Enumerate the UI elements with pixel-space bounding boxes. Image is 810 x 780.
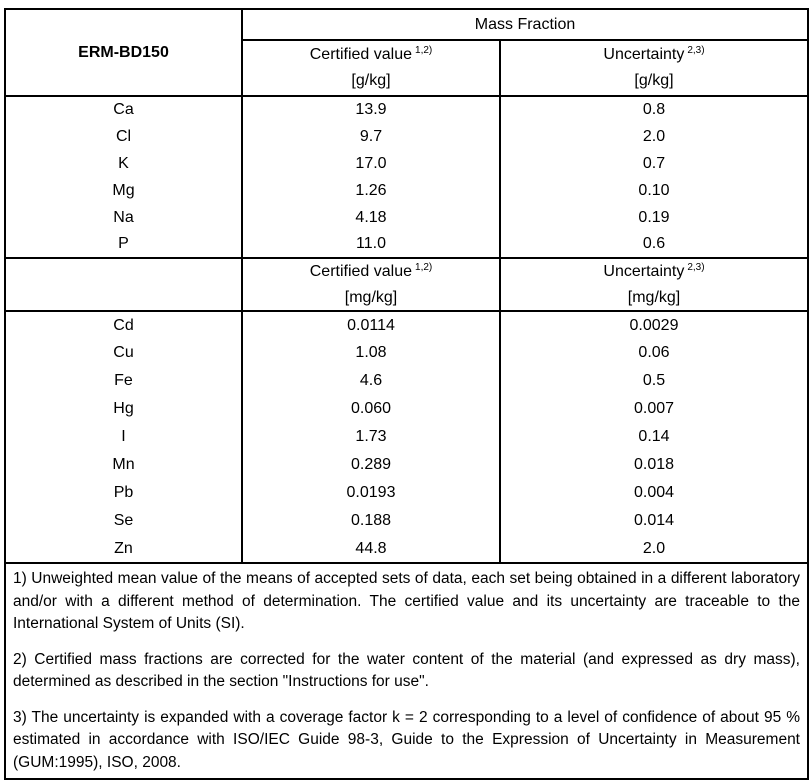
table-row: I 1.73 0.14: [5, 423, 808, 451]
table-row: P 11.0 0.6: [5, 231, 808, 258]
footnote-2: 2) Certified mass fractions are correcte…: [13, 650, 800, 691]
element-symbol: I: [121, 428, 126, 445]
element-symbol: Cu: [113, 344, 134, 361]
table-row: Fe 4.6 0.5: [5, 367, 808, 395]
table-row: Mg 1.26 0.10: [5, 177, 808, 204]
uncertainty-value: 0.007: [499, 395, 808, 423]
element-symbol: Mn: [112, 456, 135, 473]
certified-value: 0.0193: [241, 479, 500, 507]
footnotes-cell: 1) Unweighted mean value of the means of…: [5, 562, 808, 779]
uncertainty-value: 0.8: [499, 96, 808, 123]
element-symbol: K: [118, 154, 129, 172]
footnote-ref-12: 1,2): [415, 261, 433, 273]
table-row: K 17.0 0.7: [5, 150, 808, 177]
uncertainty-value: 0.0029: [499, 311, 808, 339]
element-symbol: Cd: [113, 316, 134, 334]
element-symbol: Ca: [113, 101, 134, 118]
certified-value: 11.0: [241, 231, 500, 258]
uncertainty-value: 0.7: [499, 150, 808, 177]
certified-value-gkg-header: Certified value 1,2) [g/kg]: [241, 40, 500, 97]
certified-value: 17.0: [241, 150, 500, 177]
uncertainty-unit: [mg/kg]: [627, 288, 681, 306]
element-symbol: Hg: [113, 400, 134, 417]
certified-value: 1.26: [241, 177, 500, 204]
uncertainty-value: 0.06: [499, 339, 808, 367]
uncertainty-label: Uncertainty 2,3): [603, 45, 705, 63]
certified-value: 13.9: [241, 96, 500, 123]
certified-value: 1.08: [241, 339, 500, 367]
table-row: Cd 0.0114 0.0029: [5, 311, 808, 339]
element-symbol: Se: [113, 512, 134, 529]
certified-value: 0.060: [241, 395, 500, 423]
table-row: Zn 44.8 2.0: [5, 535, 808, 563]
certified-value: 9.7: [241, 123, 500, 150]
uncertainty-unit: [g/kg]: [634, 72, 674, 89]
footnote-1: 1) Unweighted mean value of the means of…: [13, 570, 800, 632]
empty-cell: [5, 257, 242, 312]
certified-value-unit: [g/kg]: [351, 72, 391, 89]
footnote-ref-23: 2,3): [687, 45, 705, 56]
certified-value: 1.73: [241, 423, 500, 451]
table-row: Cl 9.7 2.0: [5, 123, 808, 150]
uncertainty-value: 0.004: [499, 479, 808, 507]
uncertainty-mgkg-header: Uncertainty 2,3) [mg/kg]: [499, 257, 808, 312]
uncertainty-value: 2.0: [499, 535, 808, 563]
element-symbol: Pb: [113, 484, 134, 501]
footnotes-row: 1) Unweighted mean value of the means of…: [5, 562, 808, 779]
header-row-gkg-units: Certified value 1,2) [g/kg] Uncertainty 2,…: [5, 40, 808, 97]
table-row: Mn 0.289 0.018: [5, 451, 808, 479]
mass-fraction-table: ERM-BD150 Mass Fraction Certified value 1…: [4, 8, 809, 780]
table-row: Cu 1.08 0.06: [5, 339, 808, 367]
table-row: Se 0.188 0.014: [5, 507, 808, 535]
table-row: Ca 13.9 0.8: [5, 96, 808, 123]
certified-value: 0.289: [241, 451, 500, 479]
uncertainty-value: 0.014: [499, 507, 808, 535]
element-symbol: Mg: [112, 181, 135, 199]
certified-value: 4.6: [241, 367, 500, 395]
footnote-ref-12: 1,2): [415, 45, 433, 56]
table-row: Hg 0.060 0.007: [5, 395, 808, 423]
certified-value-label: Certified value 1,2): [309, 45, 433, 63]
uncertainty-value: 0.10: [499, 177, 808, 204]
element-symbol: Zn: [114, 539, 133, 557]
element-symbol: Na: [113, 208, 134, 226]
footnote-ref-23: 2,3): [687, 261, 705, 273]
header-row-mgkg-units: Certified value 1,2) [mg/kg] Uncertainty 2…: [5, 257, 808, 312]
uncertainty-label: Uncertainty 2,3): [603, 261, 705, 280]
uncertainty-value: 0.5: [499, 367, 808, 395]
certified-value-label: Certified value 1,2): [309, 261, 433, 280]
footnote-3: 3) The uncertainty is expanded with a co…: [13, 708, 800, 771]
table-row: Pb 0.0193 0.004: [5, 479, 808, 507]
certified-value-unit: [mg/kg]: [344, 288, 398, 306]
uncertainty-value: 0.19: [499, 204, 808, 231]
uncertainty-value: 0.14: [499, 423, 808, 451]
material-id: ERM-BD150: [5, 9, 242, 97]
element-symbol: Fe: [114, 372, 133, 389]
certified-value: 4.18: [241, 204, 500, 231]
header-row-mass-fraction: ERM-BD150 Mass Fraction: [5, 9, 808, 97]
table-row: Na 4.18 0.19: [5, 204, 808, 231]
uncertainty-gkg-header: Uncertainty 2,3) [g/kg]: [499, 40, 808, 97]
certified-value: 44.8: [241, 535, 500, 563]
mass-fraction-header: Mass Fraction: [241, 9, 808, 41]
uncertainty-value: 0.018: [499, 451, 808, 479]
certified-value-mgkg-header: Certified value 1,2) [mg/kg]: [241, 257, 500, 312]
uncertainty-value: 2.0: [499, 123, 808, 150]
certified-value: 0.188: [241, 507, 500, 535]
uncertainty-value: 0.6: [499, 231, 808, 258]
element-symbol: P: [118, 235, 129, 252]
element-symbol: Cl: [115, 127, 132, 145]
certified-value: 0.0114: [241, 311, 500, 339]
